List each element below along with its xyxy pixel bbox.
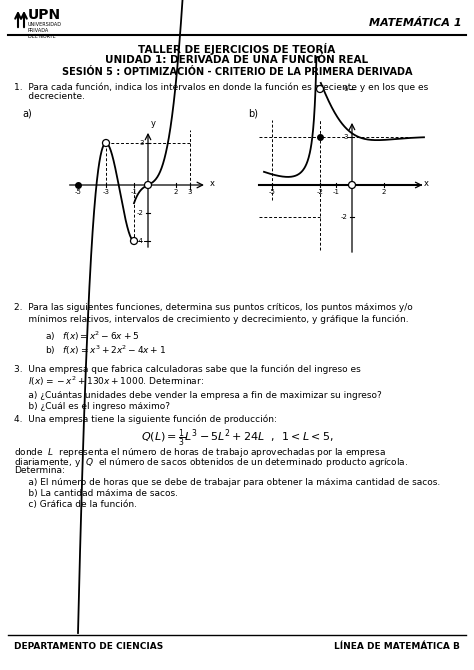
Text: b) ¿Cuál es el ingreso máximo?: b) ¿Cuál es el ingreso máximo? (14, 402, 170, 411)
Text: 2.  Para las siguientes funciones, determina sus puntos críticos, los puntos máx: 2. Para las siguientes funciones, determ… (14, 303, 413, 312)
Text: a): a) (22, 108, 32, 118)
Text: -4: -4 (137, 238, 144, 244)
Text: mínimos relativos, intervalos de crecimiento y decrecimiento, y gráfique la func: mínimos relativos, intervalos de crecimi… (14, 314, 409, 324)
Text: diariamente, y  $Q$  el número de sacos obtenidos de un determinado producto agr: diariamente, y $Q$ el número de sacos ob… (14, 456, 408, 469)
Text: -3: -3 (102, 189, 109, 195)
Text: UNIVERSIDAD
PRIVADA
DEL NORTE: UNIVERSIDAD PRIVADA DEL NORTE (28, 22, 62, 40)
Text: 3: 3 (188, 189, 192, 195)
Text: -2: -2 (137, 210, 144, 216)
Text: a) El número de horas que se debe de trabajar para obtener la máxima cantidad de: a) El número de horas que se debe de tra… (14, 478, 440, 487)
Circle shape (102, 139, 109, 147)
Text: 6: 6 (344, 86, 348, 92)
Text: -2: -2 (317, 189, 323, 195)
Text: decreciente.: decreciente. (14, 92, 85, 101)
Text: -1: -1 (130, 189, 137, 195)
Text: UPN: UPN (28, 8, 61, 22)
Text: DEPARTAMENTO DE CIENCIAS: DEPARTAMENTO DE CIENCIAS (14, 642, 163, 651)
Text: 3.  Una empresa que fabrica calculadoras sabe que la función del ingreso es: 3. Una empresa que fabrica calculadoras … (14, 364, 361, 373)
Circle shape (130, 237, 137, 245)
Text: a)   $f(x)=x^2-6x+5$: a) $f(x)=x^2-6x+5$ (45, 330, 139, 344)
Text: -5: -5 (74, 189, 82, 195)
Text: -2: -2 (341, 214, 348, 220)
Text: c) Gráfica de la función.: c) Gráfica de la función. (14, 500, 137, 509)
Text: 4.  Una empresa tiene la siguiente función de producción:: 4. Una empresa tiene la siguiente funció… (14, 415, 277, 425)
Circle shape (145, 182, 152, 188)
Text: x: x (424, 178, 429, 188)
Text: -1: -1 (332, 189, 339, 195)
Text: 1.  Para cada función, indica los intervalos en donde la función es creciente y : 1. Para cada función, indica los interva… (14, 82, 428, 92)
Circle shape (348, 182, 356, 188)
Text: b): b) (248, 108, 258, 118)
Text: LÍNEA DE MATEMÁTICA B: LÍNEA DE MATEMÁTICA B (334, 642, 460, 651)
Text: 2: 2 (174, 189, 178, 195)
Text: $Q(L)=\frac{1}{3}L^3-5L^2+24L$  ,  $1<L<5$,: $Q(L)=\frac{1}{3}L^3-5L^2+24L$ , $1<L<5$… (141, 428, 333, 450)
Text: TALLER DE EJERCICIOS DE TEORÍA: TALLER DE EJERCICIOS DE TEORÍA (138, 43, 336, 55)
Text: MATEMÁTICA 1: MATEMÁTICA 1 (369, 18, 462, 28)
Text: donde  $L$  representa el número de horas de trabajo aprovechadas por la empresa: donde $L$ representa el número de horas … (14, 446, 386, 459)
Text: 3: 3 (344, 134, 348, 140)
Text: a) ¿Cuántas unidades debe vender la empresa a fin de maximizar su ingreso?: a) ¿Cuántas unidades debe vender la empr… (14, 391, 382, 400)
Text: SESIÓN 5 : OPTIMIZACIÓN - CRITERIO DE LA PRIMERA DERIVADA: SESIÓN 5 : OPTIMIZACIÓN - CRITERIO DE LA… (62, 67, 412, 77)
Text: b) La cantidad máxima de sacos.: b) La cantidad máxima de sacos. (14, 489, 178, 498)
Text: 3: 3 (139, 140, 144, 146)
Text: $I(x)=-x^2+130x+1000$. Determinar:: $I(x)=-x^2+130x+1000$. Determinar: (14, 375, 204, 389)
Text: Determina:: Determina: (14, 466, 65, 475)
Text: x: x (210, 178, 215, 188)
Text: UNIDAD 1: DERIVADA DE UNA FUNCIÓN REAL: UNIDAD 1: DERIVADA DE UNA FUNCIÓN REAL (105, 55, 369, 65)
Circle shape (317, 86, 323, 92)
Text: y: y (151, 119, 156, 128)
Text: 2: 2 (382, 189, 386, 195)
Text: -5: -5 (269, 189, 275, 195)
Text: b)   $f(x)=x^3+2x^2-4x+1$: b) $f(x)=x^3+2x^2-4x+1$ (45, 344, 166, 357)
